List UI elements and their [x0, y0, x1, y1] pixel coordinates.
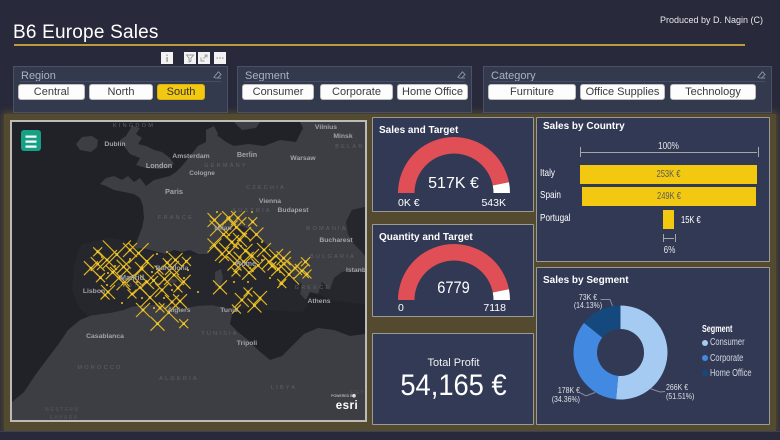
svg-text:GREECE: GREECE — [295, 285, 332, 291]
svg-text:Vilnius: Vilnius — [315, 124, 337, 131]
svg-text:MOROCCO: MOROCCO — [77, 365, 122, 371]
svg-text:ROMANIA: ROMANIA — [306, 226, 348, 232]
svg-text:Istanbul: Istanbul — [346, 267, 365, 274]
svg-text:Minsk: Minsk — [333, 133, 352, 140]
svg-text:Lisbon: Lisbon — [83, 288, 105, 295]
svg-text:Paris: Paris — [165, 187, 183, 196]
svg-text:CZECHIA: CZECHIA — [246, 185, 286, 191]
svg-text:Berlin: Berlin — [237, 150, 257, 159]
svg-text:Tripoli: Tripoli — [237, 340, 258, 347]
svg-text:London: London — [146, 161, 172, 170]
svg-text:esri: esri — [336, 400, 358, 412]
svg-text:POWERED BY: POWERED BY — [331, 394, 355, 398]
svg-text:SAHARA: SAHARA — [50, 415, 79, 420]
svg-text:Vienna: Vienna — [259, 198, 281, 205]
svg-text:GERMANY: GERMANY — [204, 163, 248, 169]
svg-text:Amsterdam: Amsterdam — [172, 153, 209, 160]
svg-text:KINGDOM: KINGDOM — [113, 123, 155, 129]
svg-text:BULGARIA: BULGARIA — [310, 254, 356, 260]
svg-text:BELARUS: BELARUS — [335, 144, 365, 150]
svg-text:SPAIN: SPAIN — [118, 283, 145, 289]
svg-text:LIBYA: LIBYA — [271, 385, 297, 391]
svg-text:Algiers: Algiers — [167, 307, 190, 314]
svg-text:Warsaw: Warsaw — [290, 155, 316, 162]
svg-text:Casablanca: Casablanca — [86, 333, 124, 340]
svg-text:Dublin: Dublin — [104, 141, 125, 148]
svg-text:TUNISIA: TUNISIA — [201, 331, 238, 337]
svg-text:Tunis: Tunis — [220, 307, 238, 314]
svg-text:AUSTRIA: AUSTRIA — [232, 208, 272, 214]
svg-text:Cologne: Cologne — [189, 170, 215, 177]
svg-text:Budapest: Budapest — [278, 207, 310, 214]
svg-text:Rome: Rome — [236, 259, 256, 268]
svg-text:Barcelona: Barcelona — [156, 265, 189, 272]
svg-text:Madrid: Madrid — [120, 273, 145, 282]
svg-text:Athens: Athens — [307, 298, 330, 305]
svg-text:EGYP: EGYP — [350, 390, 365, 396]
svg-text:Milan: Milan — [214, 225, 231, 232]
svg-text:WESTERN: WESTERN — [45, 407, 80, 413]
svg-text:Bucharest: Bucharest — [319, 237, 353, 244]
svg-text:ALGERIA: ALGERIA — [159, 376, 199, 382]
svg-text:FRANCE: FRANCE — [158, 215, 194, 221]
